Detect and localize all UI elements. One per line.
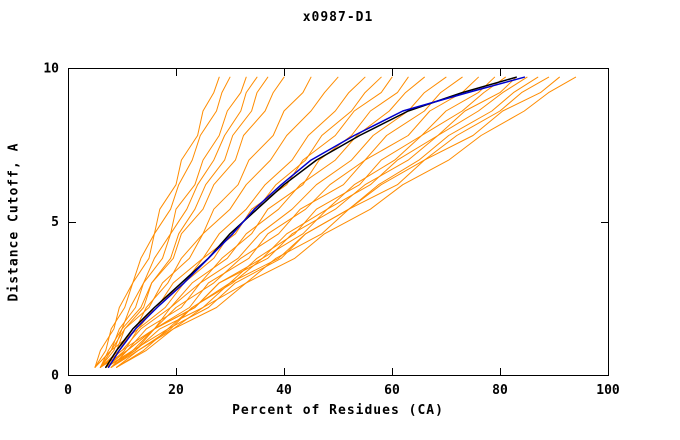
y-tick-label: 10 bbox=[43, 62, 59, 77]
chart-title: x0987-D1 bbox=[302, 10, 374, 25]
series-model-04 bbox=[99, 76, 258, 368]
series-model-02 bbox=[94, 76, 231, 368]
series-model-12 bbox=[110, 76, 409, 368]
series-model-20 bbox=[99, 76, 528, 368]
series-model-01 bbox=[94, 76, 220, 368]
series-model-22 bbox=[105, 76, 550, 368]
x-axis-label: Percent of Residues (CA) bbox=[232, 403, 444, 418]
y-tick-label: 5 bbox=[51, 215, 59, 230]
series-model-19 bbox=[110, 76, 517, 368]
series-model-24 bbox=[116, 76, 577, 368]
plot-frame bbox=[68, 68, 609, 376]
series-model-23 bbox=[110, 76, 560, 368]
series-model-07 bbox=[105, 76, 312, 368]
series-model-05 bbox=[105, 76, 269, 368]
series-model-03 bbox=[99, 76, 247, 368]
y-tick-label: 0 bbox=[51, 369, 59, 384]
series-model-13 bbox=[99, 76, 425, 368]
series-model-blue bbox=[107, 76, 526, 369]
x-tick-label: 100 bbox=[596, 383, 620, 398]
series-model-14 bbox=[105, 76, 447, 368]
x-tick-label: 40 bbox=[276, 383, 292, 398]
series-model-06 bbox=[99, 76, 285, 368]
x-tick-label: 20 bbox=[168, 383, 184, 398]
x-tick-label: 80 bbox=[492, 383, 508, 398]
series-model-18 bbox=[105, 76, 506, 368]
series-model-16 bbox=[99, 76, 479, 368]
series-model-08 bbox=[94, 76, 339, 368]
x-tick-label: 0 bbox=[64, 383, 72, 398]
x-tick-label: 60 bbox=[384, 383, 400, 398]
